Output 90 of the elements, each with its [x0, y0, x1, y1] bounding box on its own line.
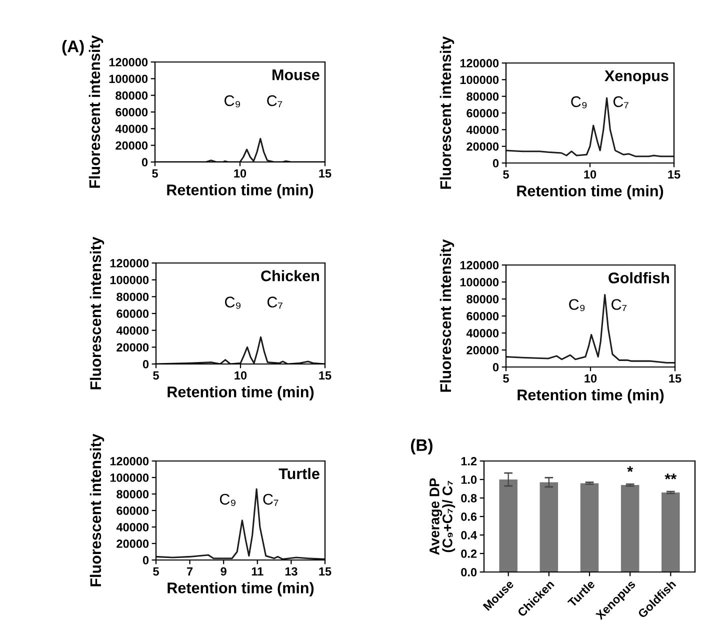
annotation: C₇	[612, 299, 627, 312]
x-tick-label: 10	[584, 374, 597, 383]
y-tick-label: 80000	[116, 91, 148, 100]
y-tick-label: 0.8	[461, 494, 477, 502]
y-tick-label: 80000	[466, 92, 499, 101]
x-tick-label: 5	[153, 567, 159, 576]
y-tick-label: 20000	[466, 346, 499, 354]
y-tick-label: 40000	[466, 329, 499, 338]
annotation: C₉	[225, 296, 241, 309]
y-tick-label: 0	[492, 159, 499, 168]
chart-title: Goldfish	[608, 272, 669, 284]
y-tick-label: 40000	[116, 326, 149, 335]
x-axis-title: Retention time (min)	[168, 582, 314, 596]
y-tick-label: 60000	[466, 109, 499, 118]
chart-title: Turtle	[278, 468, 320, 480]
x-tick-label: 15	[669, 374, 682, 383]
y-tick-label: 40000	[466, 126, 499, 134]
y-tick-label: 120000	[110, 259, 149, 268]
y-tick-label: 0	[142, 360, 149, 368]
annotation: **	[664, 474, 677, 480]
y-tick-label: 40000	[115, 124, 148, 134]
annotation: C₇	[613, 96, 628, 108]
x-tick-label: 13	[285, 567, 298, 576]
y-tick-label: 120000	[460, 59, 499, 68]
y-tick-label: 0	[142, 556, 149, 564]
y-tick-label: 100000	[109, 74, 148, 84]
x-tick-label: 5	[503, 170, 509, 179]
chart-title: Chicken	[261, 270, 319, 282]
annotation: C₉	[571, 96, 587, 108]
y-tick-label: 100000	[110, 276, 149, 284]
text: (B)	[410, 438, 432, 454]
x-tick-label: 15	[319, 567, 332, 576]
chart-title: Mouse	[272, 70, 320, 80]
x-tick-label: 5	[153, 371, 159, 380]
y-tick-label: 120000	[110, 457, 149, 466]
y-tick-label: 0	[142, 158, 148, 166]
y-tick-label: 20000	[116, 141, 148, 150]
y-tick-label: 100000	[110, 474, 149, 482]
annotation: C₉	[569, 299, 585, 312]
y-tick-label: 60000	[116, 108, 148, 116]
x-axis-title: Retention time (min)	[167, 184, 314, 198]
y-tick-label: 0	[492, 363, 499, 372]
annotation: C₇	[267, 95, 282, 108]
y-axis-title: Fluorescent intensity	[90, 236, 104, 390]
y-tick-label: 60000	[466, 312, 499, 320]
y-tick-label: 60000	[116, 506, 149, 515]
x-tick-label: 15	[319, 169, 332, 178]
y-tick-label: 0.0	[461, 568, 477, 576]
y-tick-label: 1.2	[461, 457, 477, 466]
x-tick-label: 15	[319, 371, 332, 380]
y-axis-title: Fluorescent intensity	[88, 35, 104, 188]
y-tick-label: 40000	[116, 523, 149, 532]
text: (A)	[62, 40, 84, 56]
y-tick-label: 120000	[460, 261, 499, 270]
x-axis-title: Retention time (min)	[518, 389, 664, 404]
y-tick-label: 80000	[116, 292, 149, 302]
annotation: C₉	[220, 494, 236, 506]
y-tick-label: 20000	[116, 343, 149, 352]
y-tick-label: 20000	[466, 142, 499, 151]
x-tick-label: 5	[152, 169, 158, 178]
x-tick-label: 7	[187, 567, 193, 576]
x-tick-label: 15	[668, 170, 680, 179]
x-axis-title: Retention time (min)	[168, 386, 314, 400]
y-tick-label: 0.4	[461, 531, 477, 540]
annotation: C₇	[263, 494, 278, 506]
x-tick-label: 10	[234, 169, 246, 178]
y-axis-title: Fluorescent intensity	[440, 36, 454, 189]
annotation: C₉	[224, 95, 240, 108]
y-tick-label: 80000	[116, 490, 149, 498]
annotation: *	[627, 466, 634, 472]
x-tick-label: 10	[584, 170, 596, 179]
y-tick-label: 100000	[460, 278, 499, 286]
annotation: C₇	[267, 296, 282, 309]
x-axis-title: Retention time (min)	[517, 185, 664, 200]
y-tick-label: 80000	[466, 295, 499, 304]
x-tick-label: 11	[252, 567, 264, 576]
x-tick-label: 10	[234, 371, 247, 380]
y-tick-label: 20000	[116, 540, 149, 548]
y-tick-label: 60000	[116, 310, 149, 318]
y-tick-label: 1.0	[461, 476, 477, 484]
y-tick-label: 120000	[109, 58, 148, 66]
y-axis-title: Fluorescent intensity	[440, 239, 454, 392]
y-axis-title: Average DP (C₉+C₇)/ C₇	[430, 478, 456, 555]
y-tick-label: 100000	[460, 76, 499, 84]
x-tick-label: 5	[503, 374, 509, 383]
x-tick-label: 9	[220, 567, 226, 576]
chart-title: Xenopus	[604, 70, 668, 84]
y-axis-title: Fluorescent intensity	[90, 434, 104, 586]
y-tick-label: 0.2	[461, 550, 477, 558]
y-tick-label: 0.6	[461, 512, 477, 521]
